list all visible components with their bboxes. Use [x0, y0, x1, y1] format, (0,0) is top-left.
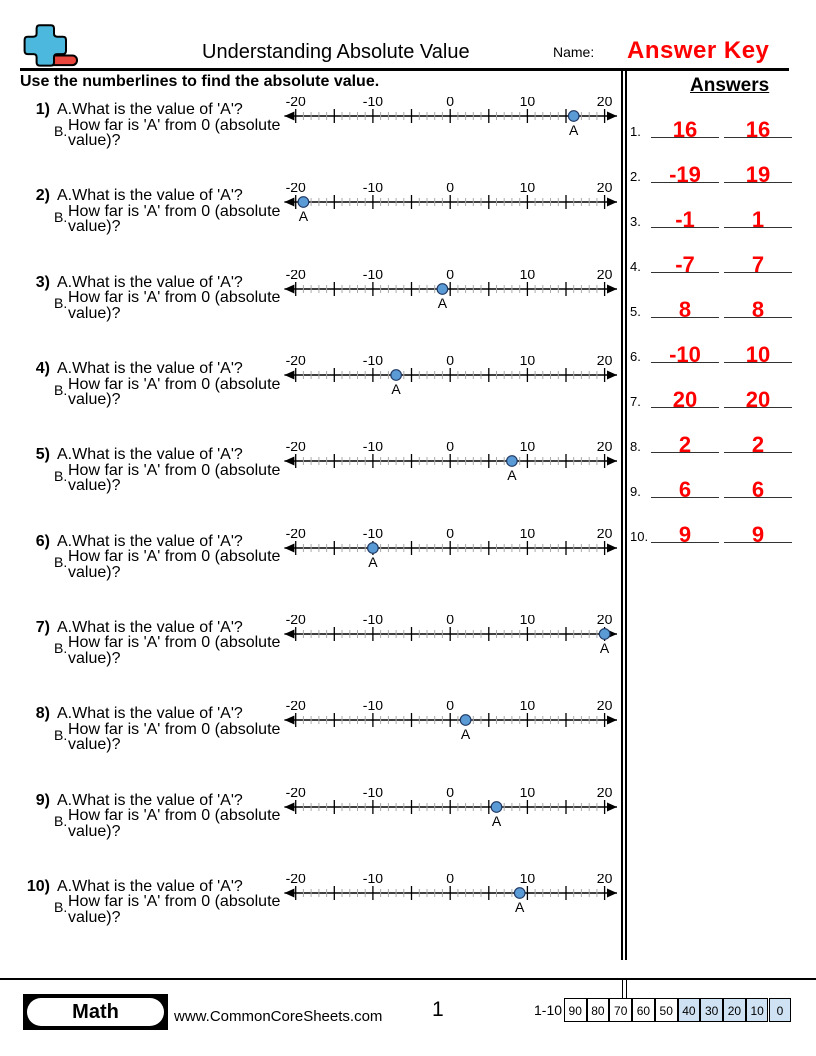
svg-text:20: 20: [597, 615, 613, 627]
svg-text:-10: -10: [363, 788, 383, 800]
svg-text:20: 20: [597, 183, 613, 195]
svg-text:0: 0: [446, 529, 454, 541]
svg-text:-20: -20: [286, 356, 306, 368]
svg-text:A: A: [461, 726, 471, 742]
svg-text:-10: -10: [363, 615, 383, 627]
svg-text:20: 20: [597, 874, 613, 886]
svg-text:-20: -20: [286, 788, 306, 800]
svg-text:A: A: [391, 381, 401, 397]
svg-text:-10: -10: [363, 356, 383, 368]
svg-text:-10: -10: [363, 442, 383, 454]
svg-text:0: 0: [446, 701, 454, 713]
svg-text:-20: -20: [286, 874, 306, 886]
svg-text:10: 10: [520, 97, 536, 109]
svg-text:10: 10: [520, 701, 536, 713]
svg-text:-20: -20: [286, 529, 306, 541]
svg-text:A: A: [515, 899, 525, 915]
svg-text:20: 20: [597, 356, 613, 368]
svg-text:-20: -20: [286, 97, 306, 109]
svg-text:A: A: [368, 554, 378, 570]
svg-text:-20: -20: [286, 701, 306, 713]
svg-text:20: 20: [597, 701, 613, 713]
svg-text:-10: -10: [363, 97, 383, 109]
svg-text:20: 20: [597, 442, 613, 454]
svg-text:20: 20: [597, 97, 613, 109]
svg-text:10: 10: [520, 270, 536, 282]
svg-text:A: A: [299, 208, 309, 224]
svg-text:-10: -10: [363, 529, 383, 541]
svg-text:0: 0: [446, 356, 454, 368]
svg-text:A: A: [492, 813, 502, 829]
svg-text:0: 0: [446, 615, 454, 627]
svg-text:10: 10: [520, 874, 536, 886]
svg-text:20: 20: [597, 529, 613, 541]
svg-text:0: 0: [446, 788, 454, 800]
svg-text:-20: -20: [286, 183, 306, 195]
svg-text:10: 10: [520, 788, 536, 800]
svg-text:0: 0: [446, 97, 454, 109]
svg-text:20: 20: [597, 270, 613, 282]
svg-text:A: A: [600, 640, 610, 656]
svg-text:A: A: [438, 295, 448, 311]
svg-text:0: 0: [446, 874, 454, 886]
svg-text:-10: -10: [363, 874, 383, 886]
svg-text:-20: -20: [286, 270, 306, 282]
svg-text:-20: -20: [286, 442, 306, 454]
svg-text:20: 20: [597, 788, 613, 800]
svg-text:10: 10: [520, 442, 536, 454]
svg-text:10: 10: [520, 529, 536, 541]
svg-text:10: 10: [520, 183, 536, 195]
svg-text:0: 0: [446, 183, 454, 195]
svg-text:-10: -10: [363, 183, 383, 195]
svg-text:-10: -10: [363, 270, 383, 282]
svg-text:-10: -10: [363, 701, 383, 713]
svg-text:0: 0: [446, 270, 454, 282]
svg-text:0: 0: [446, 442, 454, 454]
svg-text:-20: -20: [286, 615, 306, 627]
svg-text:A: A: [507, 467, 517, 483]
svg-text:10: 10: [520, 615, 536, 627]
svg-text:A: A: [569, 122, 579, 138]
svg-text:10: 10: [520, 356, 536, 368]
